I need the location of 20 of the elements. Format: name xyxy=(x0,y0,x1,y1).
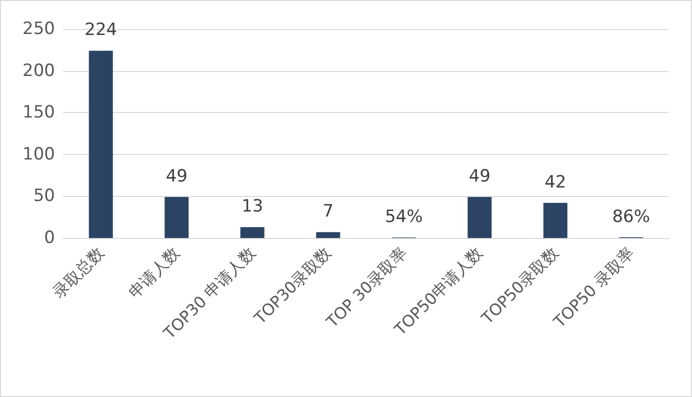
y-tick-label: 200 xyxy=(22,60,55,81)
bar xyxy=(316,232,340,238)
bar xyxy=(468,197,492,238)
bar xyxy=(543,202,568,238)
data-label: 54% xyxy=(384,207,423,228)
y-tick-label: 100 xyxy=(22,144,55,164)
y-tick-label: 150 xyxy=(22,102,55,123)
data-label: 7 xyxy=(322,202,334,222)
bar xyxy=(88,50,113,238)
bar xyxy=(240,227,264,238)
data-label: 224 xyxy=(84,20,118,40)
y-tick-label: 50 xyxy=(33,186,55,206)
data-label: 42 xyxy=(544,172,566,192)
data-label: 86% xyxy=(612,206,650,227)
data-label: 13 xyxy=(242,196,264,217)
x-tick-label: 申请人数 xyxy=(124,243,184,302)
data-label: 49 xyxy=(468,166,490,187)
bar xyxy=(164,197,189,238)
y-tick-label: 250 xyxy=(22,19,55,39)
data-label: 49 xyxy=(166,166,188,187)
